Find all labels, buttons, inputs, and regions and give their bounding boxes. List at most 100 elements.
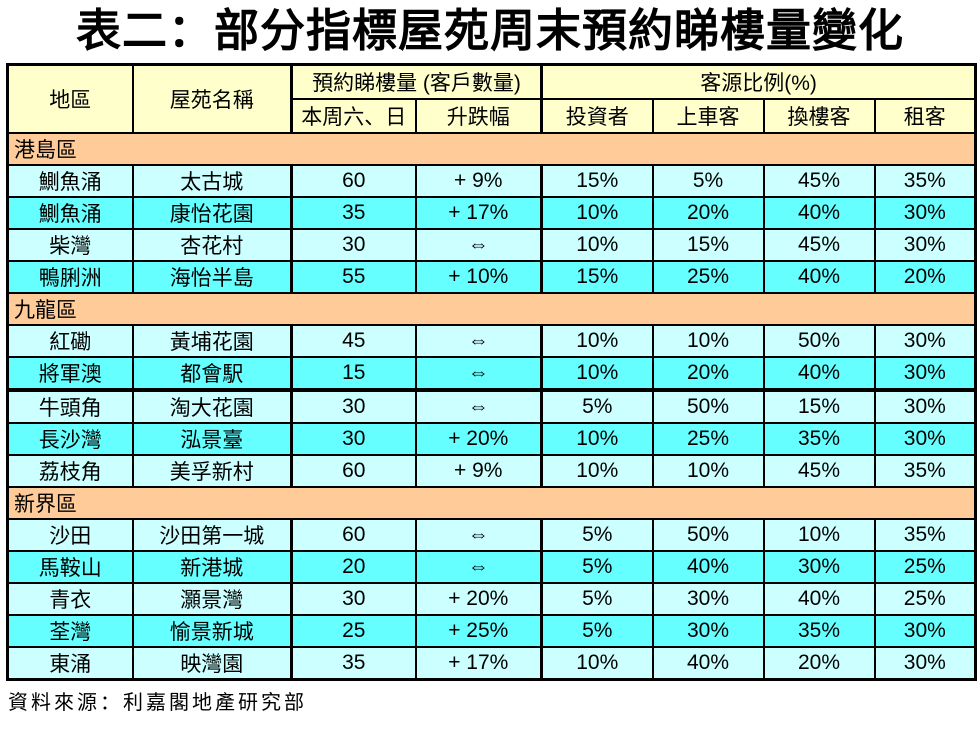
table-row: 荔枝角 美孚新村 60 + 9% 10% 10% 45% 35% bbox=[6, 453, 977, 488]
header-change: 升跌幅 bbox=[414, 97, 543, 134]
header-estate: 屋苑名稱 bbox=[131, 63, 293, 134]
section-row: 九龍區 bbox=[5, 291, 978, 326]
cell-upgrader: 20% bbox=[762, 645, 876, 680]
cell-weekend: 35 bbox=[290, 195, 417, 230]
table-row: 將軍澳 都會駅 15 ⇔ 10% 20% 40% 30% bbox=[6, 355, 977, 391]
cell-weekend: 60 bbox=[290, 517, 417, 552]
table-row: 牛頭角 淘大花園 30 ⇔ 5% 50% 15% 30% bbox=[6, 387, 977, 424]
cell-tenant: 25% bbox=[873, 581, 977, 616]
cell-change: ⇔ bbox=[414, 355, 543, 391]
cell-investor: 10% bbox=[540, 323, 654, 358]
cell-estate: 美孚新村 bbox=[131, 453, 293, 488]
cell-upgrader: 45% bbox=[762, 163, 876, 198]
cell-tenant: 30% bbox=[873, 195, 977, 230]
table-row: 柴灣 杏花村 30 ⇔ 10% 15% 45% 30% bbox=[6, 227, 977, 262]
cell-weekend: 30 bbox=[290, 227, 417, 262]
source-note: 資料來源：利嘉閣地產研究部 bbox=[8, 691, 307, 714]
cell-firsttime: 30% bbox=[651, 613, 765, 648]
cell-district: 沙田 bbox=[6, 517, 134, 552]
cell-weekend: 20 bbox=[290, 549, 417, 584]
cell-weekend: 25 bbox=[290, 613, 417, 648]
cell-weekend: 35 bbox=[290, 645, 417, 680]
cell-upgrader: 45% bbox=[762, 453, 876, 488]
header-investor: 投資者 bbox=[540, 97, 654, 134]
cell-district: 長沙灣 bbox=[6, 421, 134, 456]
cell-change: ⇔ bbox=[414, 549, 543, 584]
cell-upgrader: 35% bbox=[762, 421, 876, 456]
cell-estate: 淘大花園 bbox=[131, 387, 293, 424]
cell-change: + 25% bbox=[414, 613, 543, 648]
section-label: 新界區 bbox=[5, 485, 978, 520]
header-row-groups: 地區 屋苑名稱 預約睇樓量 (客戶數量) 客源比例(%) bbox=[6, 63, 977, 134]
cell-weekend: 55 bbox=[290, 259, 417, 294]
cell-change: ⇔ bbox=[414, 517, 543, 552]
cell-upgrader: 30% bbox=[762, 549, 876, 584]
cell-weekend: 60 bbox=[290, 163, 417, 198]
cell-district: 荔枝角 bbox=[6, 453, 134, 488]
cell-investor: 10% bbox=[540, 453, 654, 488]
table-row: 鰂魚涌 康怡花園 35 + 17% 10% 20% 40% 30% bbox=[6, 195, 977, 230]
cell-estate: 新港城 bbox=[131, 549, 293, 584]
cell-tenant: 30% bbox=[873, 421, 977, 456]
cell-firsttime: 50% bbox=[651, 387, 765, 424]
cell-weekend: 30 bbox=[290, 421, 417, 456]
cell-change: ⇔ bbox=[414, 387, 543, 424]
cell-tenant: 20% bbox=[873, 259, 977, 294]
table-row: 東涌 映灣園 35 + 17% 10% 40% 20% 30% bbox=[6, 645, 977, 680]
cell-upgrader: 45% bbox=[762, 227, 876, 262]
cell-investor: 5% bbox=[540, 549, 654, 584]
cell-investor: 10% bbox=[540, 355, 654, 391]
cell-tenant: 35% bbox=[873, 453, 977, 488]
cell-investor: 5% bbox=[540, 387, 654, 424]
header-firsttime: 上車客 bbox=[651, 97, 765, 134]
cell-district: 東涌 bbox=[6, 645, 134, 680]
cell-firsttime: 10% bbox=[651, 323, 765, 358]
cell-investor: 5% bbox=[540, 613, 654, 648]
table-row: 長沙灣 泓景臺 30 + 20% 10% 25% 35% 30% bbox=[6, 421, 977, 456]
cell-change: + 9% bbox=[414, 453, 543, 488]
cell-investor: 5% bbox=[540, 581, 654, 616]
cell-district: 將軍澳 bbox=[6, 355, 134, 391]
cell-tenant: 25% bbox=[873, 549, 977, 584]
header-district: 地區 bbox=[6, 63, 134, 134]
cell-tenant: 30% bbox=[873, 645, 977, 680]
cell-firsttime: 25% bbox=[651, 421, 765, 456]
cell-firsttime: 40% bbox=[651, 549, 765, 584]
cell-district: 鰂魚涌 bbox=[6, 163, 134, 198]
cell-weekend: 60 bbox=[290, 453, 417, 488]
cell-weekend: 45 bbox=[290, 323, 417, 358]
cell-tenant: 35% bbox=[873, 163, 977, 198]
cell-investor: 10% bbox=[540, 645, 654, 680]
cell-investor: 15% bbox=[540, 259, 654, 294]
cell-estate: 愉景新城 bbox=[131, 613, 293, 648]
cell-estate: 康怡花園 bbox=[131, 195, 293, 230]
cell-change: + 17% bbox=[414, 195, 543, 230]
table-row: 沙田 沙田第一城 60 ⇔ 5% 50% 10% 35% bbox=[6, 517, 977, 552]
cell-change: + 10% bbox=[414, 259, 543, 294]
cell-upgrader: 10% bbox=[762, 517, 876, 552]
cell-upgrader: 40% bbox=[762, 355, 876, 391]
cell-tenant: 35% bbox=[873, 517, 977, 552]
cell-estate: 灝景灣 bbox=[131, 581, 293, 616]
table-row: 紅磡 黃埔花園 45 ⇔ 10% 10% 50% 30% bbox=[6, 323, 977, 358]
cell-tenant: 30% bbox=[873, 227, 977, 262]
cell-estate: 都會駅 bbox=[131, 355, 293, 391]
table-row: 馬鞍山 新港城 20 ⇔ 5% 40% 30% 25% bbox=[6, 549, 977, 584]
header-group-sources: 客源比例(%) bbox=[540, 63, 977, 100]
table-header: 地區 屋苑名稱 預約睇樓量 (客戶數量) 客源比例(%) 本周六、日 升跌幅 投… bbox=[6, 63, 977, 134]
cell-district: 鰂魚涌 bbox=[6, 195, 134, 230]
cell-investor: 10% bbox=[540, 421, 654, 456]
cell-estate: 沙田第一城 bbox=[131, 517, 293, 552]
cell-district: 牛頭角 bbox=[6, 387, 134, 424]
table-row: 青衣 灝景灣 30 + 20% 5% 30% 40% 25% bbox=[6, 581, 977, 616]
cell-firsttime: 40% bbox=[651, 645, 765, 680]
cell-change: ⇔ bbox=[414, 227, 543, 262]
cell-estate: 泓景臺 bbox=[131, 421, 293, 456]
cell-upgrader: 40% bbox=[762, 581, 876, 616]
cell-firsttime: 5% bbox=[651, 163, 765, 198]
cell-firsttime: 20% bbox=[651, 195, 765, 230]
cell-estate: 映灣園 bbox=[131, 645, 293, 680]
cell-district: 馬鞍山 bbox=[6, 549, 134, 584]
cell-district: 鴨脷洲 bbox=[6, 259, 134, 294]
